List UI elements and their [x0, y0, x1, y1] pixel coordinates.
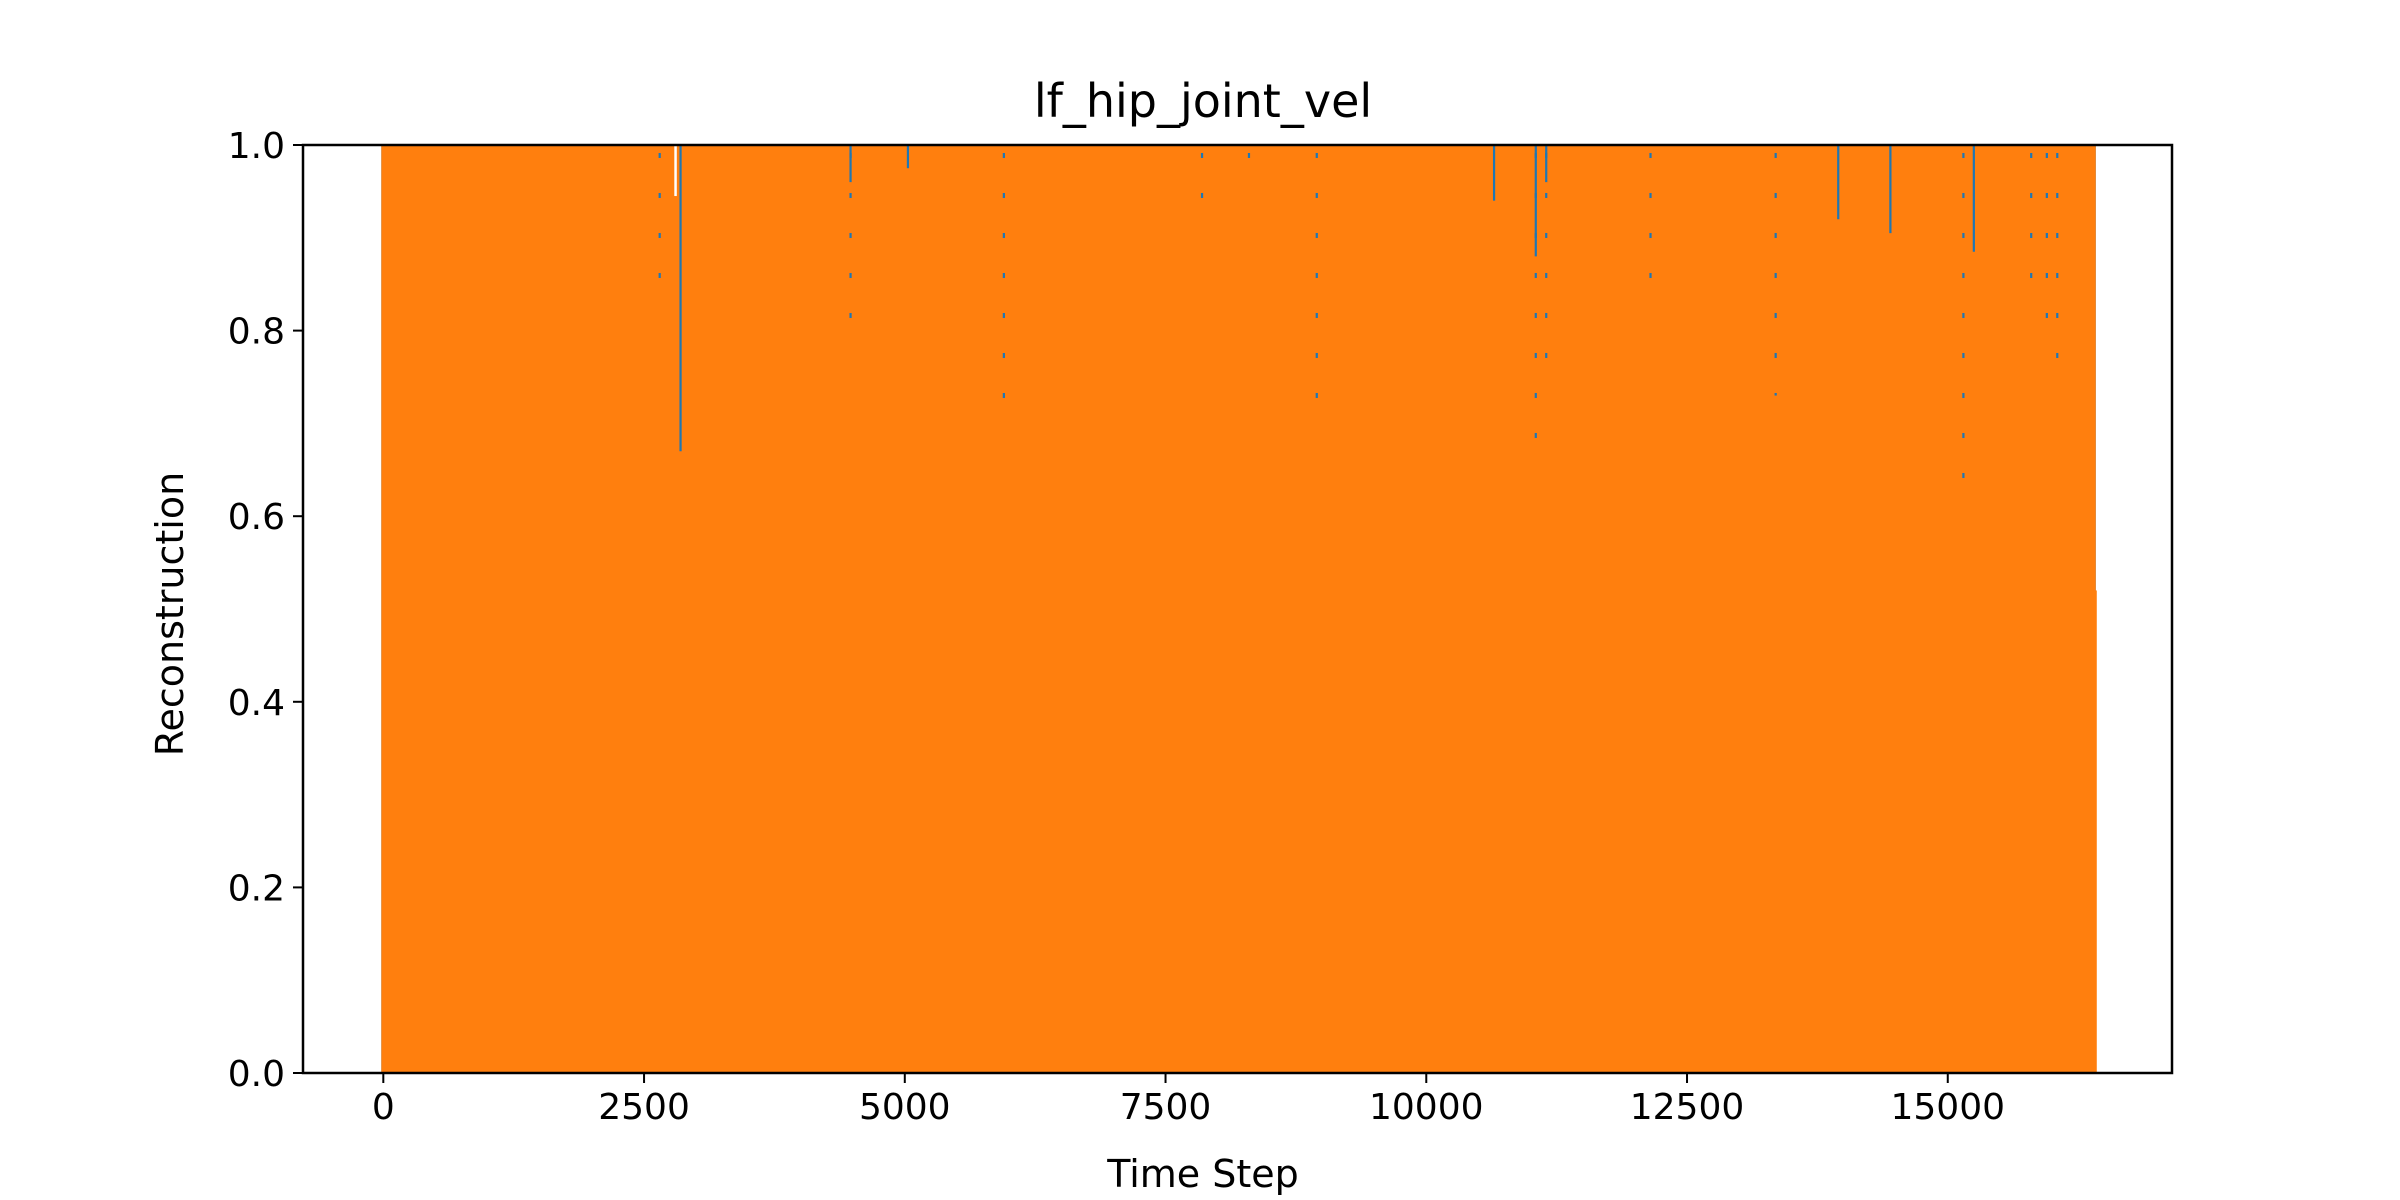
y-tick-label: 0.2 — [228, 868, 285, 909]
y-tick-label: 0.8 — [228, 312, 285, 353]
axes-frame — [301, 143, 2174, 1075]
x-tick-label: 2500 — [598, 1087, 690, 1128]
x-tick-label: 0 — [372, 1087, 395, 1128]
x-tick-label: 12500 — [1630, 1087, 1745, 1128]
y-axis: 0.0 0.2 0.4 0.6 0.8 1.0 — [228, 126, 303, 1095]
x-tick-label: 15000 — [1890, 1087, 2005, 1128]
y-tick-label: 0.0 — [228, 1054, 285, 1095]
plot-area — [381, 145, 2097, 1073]
series-line-orange-edge — [2092, 590, 2097, 1073]
chart-title: lf_hip_joint_vel — [1034, 74, 1372, 128]
y-axis-title: Reconstruction — [148, 472, 192, 756]
x-tick-label: 7500 — [1120, 1087, 1212, 1128]
x-axis: 0 2500 5000 7500 10000 12500 15000 — [372, 1073, 2005, 1128]
x-tick-label: 10000 — [1369, 1087, 1484, 1128]
x-axis-title: Time Step — [1106, 1152, 1299, 1196]
y-tick-label: 1.0 — [228, 126, 285, 167]
y-tick-label: 0.6 — [228, 497, 285, 538]
y-tick-label: 0.4 — [228, 683, 285, 724]
x-tick-label: 5000 — [859, 1087, 951, 1128]
series-line-orange — [381, 145, 2096, 1073]
